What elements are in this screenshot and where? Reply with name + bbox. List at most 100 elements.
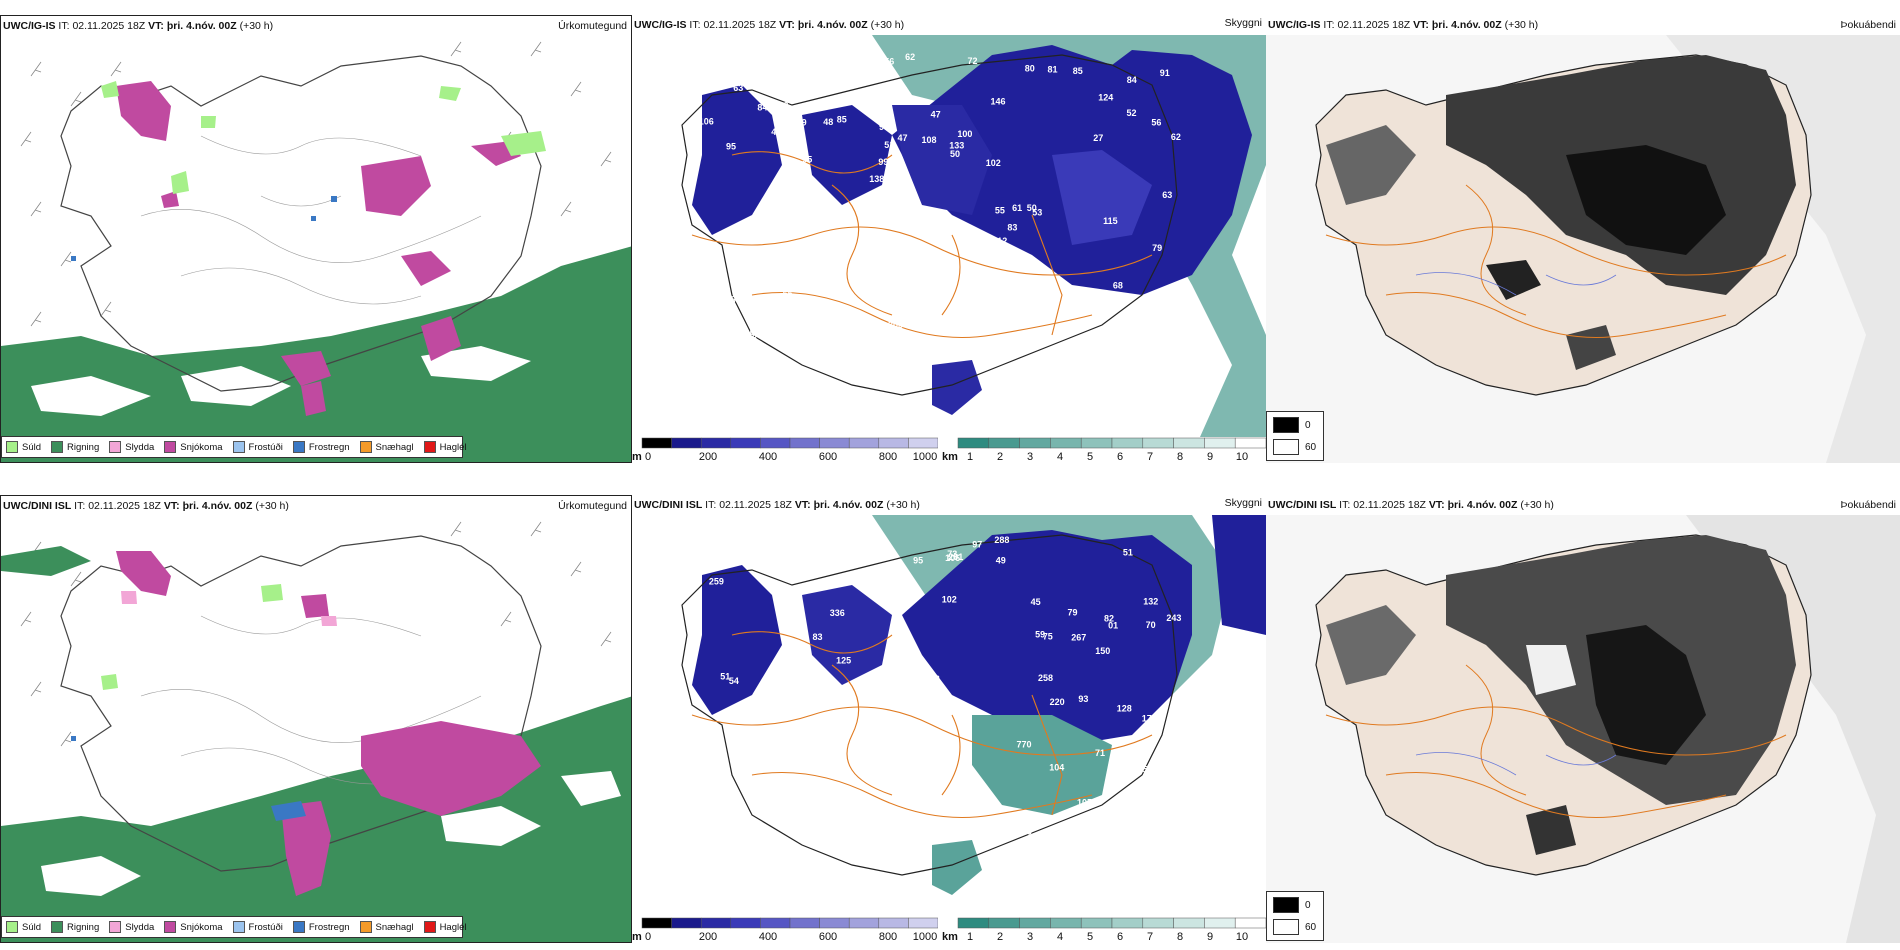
colorbar-swatch (1050, 917, 1082, 929)
colorbar-swatch (1080, 437, 1113, 449)
visibility-tick: 5 (1086, 451, 1094, 463)
ceiling-label: 01 (1108, 620, 1118, 630)
colorbar-swatch (1142, 917, 1174, 929)
ceiling-tick: 0 (644, 451, 652, 463)
ceiling-label: 201 (948, 552, 963, 562)
ceiling-label: 81 (1048, 65, 1058, 75)
visibility-tick: 3 (1026, 931, 1034, 943)
ceiling-label: 86 (909, 745, 919, 755)
colorbar-swatch (760, 437, 791, 449)
fog-legend-swatch (1273, 919, 1299, 935)
ceiling-label: 41 (778, 269, 788, 279)
colorbar-swatch (760, 917, 791, 929)
ceiling-label: 123 (829, 762, 844, 772)
ceiling-tick: 400 (758, 931, 778, 943)
colorbar-swatch (789, 437, 820, 449)
colorbar-swatch (908, 917, 938, 929)
ceiling-label: 79 (1068, 608, 1078, 618)
legend-item: Snjókoma (164, 441, 223, 453)
legend-item: Frostregn (292, 921, 350, 933)
ceiling-label: 109 (707, 341, 722, 351)
ceiling-label: 305 (1017, 826, 1032, 836)
legend-swatch (109, 441, 122, 453)
ceiling-label: 99 (879, 122, 889, 132)
precip-title-2: UWC/DINI ISL IT: 02.11.2025 18Z VT: þri.… (3, 500, 289, 512)
visibility-tick: 10 (1235, 451, 1249, 463)
colorbar-swatch (1080, 917, 1113, 929)
cloud-map-1: 2429584138146659147476185575521110053635… (632, 35, 1266, 455)
fog-legend-2: 0 60 (1266, 891, 1324, 941)
precip-legend-2: Súld Rigning Slydda Snjókoma Frostúði Fr… (1, 916, 467, 938)
visibility-tick: 6 (1116, 451, 1124, 463)
ceiling-label: 52 (1127, 108, 1137, 118)
legend-swatch (359, 921, 372, 933)
ceiling-label: 61 (742, 249, 752, 259)
ceiling-label: 60 (749, 347, 759, 357)
ceiling-label: 51 (1123, 548, 1133, 558)
ceiling-label: 62 (905, 52, 915, 62)
cloud-title-2: UWC/DINI ISL IT: 02.11.2025 18Z VT: þri.… (634, 499, 920, 511)
legend-item: Frostregn (292, 441, 350, 453)
ceiling-label: 84 (1127, 75, 1137, 85)
ceiling-label: 457 (756, 791, 771, 801)
precip-map-2 (1, 496, 631, 942)
ceiling-label: 161 (726, 295, 741, 305)
ceiling-label: 48 (925, 690, 935, 700)
colorbar-swatch (1142, 437, 1174, 449)
visibility-tick: 1 (966, 451, 974, 463)
iceland-outline (60, 55, 542, 392)
ceiling-label: 49 (887, 285, 897, 295)
legend-item: Súld (6, 921, 41, 933)
ceiling-label: 106 (945, 553, 960, 563)
ceiling-label: 103 (722, 793, 737, 803)
ceiling-label: 144 (885, 237, 900, 247)
ceiling-label: 211 (894, 86, 909, 96)
ceiling-label: 659 (750, 327, 765, 337)
ceiling-label: 65 (934, 342, 944, 352)
ceiling-label: 267 (1071, 633, 1086, 643)
fog-title-1: UWC/IG-IS IT: 02.11.2025 18Z VT: þri. 4.… (1268, 19, 1539, 31)
visibility-tick: 7 (1146, 451, 1154, 463)
visibility-tick: 2 (996, 931, 1004, 943)
precip-panel-1: UWC/IG-IS IT: 02.11.2025 18Z VT: þri. 4.… (0, 15, 632, 463)
ceiling-label: 119 (1103, 814, 1118, 824)
ceiling-label: 85 (1073, 66, 1083, 76)
ceiling-label: 97 (972, 539, 982, 549)
ceiling-label: 72 (968, 56, 978, 66)
ceiling-label: 336 (830, 608, 845, 618)
cloud-panel-1: UWC/IG-IS IT: 02.11.2025 18Z VT: þri. 4.… (632, 15, 1266, 463)
colorbar-swatch (641, 437, 672, 449)
ceiling-tick: 600 (818, 931, 838, 943)
fog-label-2: Þokuábendi (1840, 499, 1896, 511)
fog-legend-row: 60 (1273, 439, 1316, 455)
ceiling-label: 48 (823, 117, 833, 127)
ceiling-label: 47 (898, 133, 908, 143)
ceiling-label: 95 (726, 142, 736, 152)
colorbar-swatch (730, 437, 761, 449)
model-name: UWC/IG-IS (3, 20, 56, 32)
legend-swatch (232, 441, 245, 453)
legend-item: Snæhagl (359, 441, 414, 453)
ceiling-label: 259 (709, 576, 724, 586)
ceiling-label: 73 (947, 549, 957, 559)
ceiling-label: 85 (927, 297, 937, 307)
visibility-tick: 10 (1235, 931, 1249, 943)
ceiling-label: 47 (931, 109, 941, 119)
colorbar-swatch (848, 917, 880, 929)
ceiling-label: 66 (1172, 755, 1182, 765)
ceiling-label: 56 (884, 57, 894, 67)
ceiling-label: 243 (1166, 613, 1181, 623)
ceiling-label: 770 (1017, 739, 1032, 749)
fog-legend-swatch (1273, 897, 1299, 913)
ceiling-label: 80 (865, 799, 875, 809)
ceiling-label: 58 (764, 565, 774, 575)
ceiling-label: 49 (996, 555, 1006, 565)
ceiling-label: 150 (1095, 646, 1110, 656)
row-1: UWC/IG-IS IT: 02.11.2025 18Z VT: þri. 4.… (0, 0, 1900, 470)
ceiling-label: 103 (907, 224, 922, 234)
ceiling-label: 93 (1078, 694, 1088, 704)
visibility-tick: 9 (1206, 451, 1214, 463)
colorbar-swatch (1111, 437, 1144, 449)
colorbar-swatch (957, 437, 990, 449)
ceiling-label: 65 (1125, 773, 1135, 783)
